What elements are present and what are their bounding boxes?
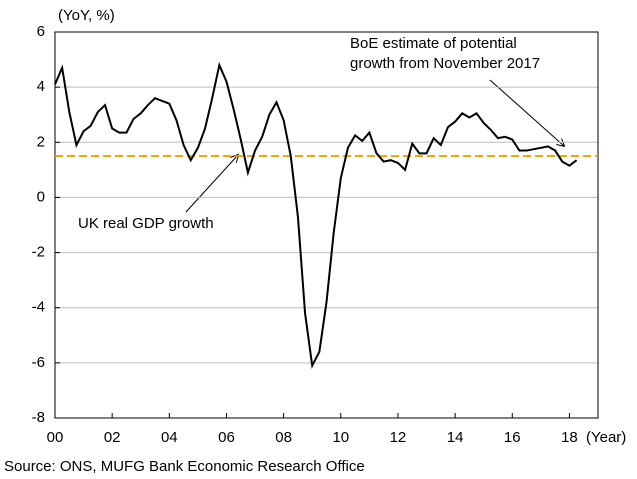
series-annotation: UK real GDP growth (78, 215, 214, 232)
data-line (54, 61, 578, 369)
x-tick-label: 18 (561, 429, 578, 446)
x-tick-label: 16 (504, 429, 521, 446)
source: Source: ONS, MUFG Bank Economic Research… (4, 458, 365, 475)
x-unit-label: (Year) (586, 429, 626, 446)
reference-annotation: growth from November 2017 (350, 55, 540, 72)
y-tick-label: 0 (37, 188, 45, 205)
x-tick-label: 02 (104, 429, 121, 446)
y-tick-label: -4 (32, 299, 45, 316)
x-tick-label: 08 (275, 429, 292, 446)
y-tick-label: 6 (37, 23, 45, 40)
y-tick-label: -6 (32, 354, 45, 371)
plot-frame (54, 31, 599, 419)
y-tick-label: 4 (37, 78, 45, 95)
reference-annotation: BoE estimate of potential (350, 35, 517, 52)
x-tick-label: 10 (332, 429, 349, 446)
x-tick-label: 14 (447, 429, 464, 446)
y-tick-label: -8 (32, 409, 45, 426)
x-tick-label: 06 (218, 429, 235, 446)
y-tick-label: 2 (37, 133, 45, 150)
y-tick-label: -2 (32, 244, 45, 261)
y-unit-label: (YoY, %) (58, 7, 115, 24)
x-tick-label: 04 (161, 429, 178, 446)
x-tick-label: 12 (390, 429, 407, 446)
annotation-arrow (489, 79, 564, 146)
annotation-arrow (185, 155, 238, 213)
x-tick-label: 00 (47, 429, 64, 446)
